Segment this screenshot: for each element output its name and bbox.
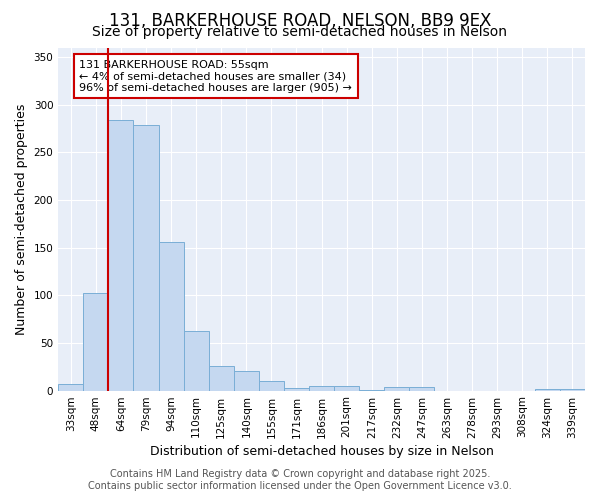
Text: 131, BARKERHOUSE ROAD, NELSON, BB9 9EX: 131, BARKERHOUSE ROAD, NELSON, BB9 9EX — [109, 12, 491, 30]
X-axis label: Distribution of semi-detached houses by size in Nelson: Distribution of semi-detached houses by … — [149, 444, 494, 458]
Y-axis label: Number of semi-detached properties: Number of semi-detached properties — [15, 104, 28, 334]
Text: 131 BARKERHOUSE ROAD: 55sqm
← 4% of semi-detached houses are smaller (34)
96% of: 131 BARKERHOUSE ROAD: 55sqm ← 4% of semi… — [79, 60, 352, 92]
Bar — [535, 388, 560, 390]
Bar — [560, 388, 585, 390]
Bar — [133, 124, 158, 390]
Text: Contains HM Land Registry data © Crown copyright and database right 2025.
Contai: Contains HM Land Registry data © Crown c… — [88, 470, 512, 491]
Bar — [259, 381, 284, 390]
Text: Size of property relative to semi-detached houses in Nelson: Size of property relative to semi-detach… — [92, 25, 508, 39]
Bar — [109, 120, 133, 390]
Bar — [209, 366, 234, 390]
Bar — [409, 387, 434, 390]
Bar — [309, 386, 334, 390]
Bar — [334, 386, 359, 390]
Bar — [83, 294, 109, 390]
Bar — [158, 242, 184, 390]
Bar — [184, 330, 209, 390]
Bar — [284, 388, 309, 390]
Bar — [234, 370, 259, 390]
Bar — [385, 387, 409, 390]
Bar — [58, 384, 83, 390]
